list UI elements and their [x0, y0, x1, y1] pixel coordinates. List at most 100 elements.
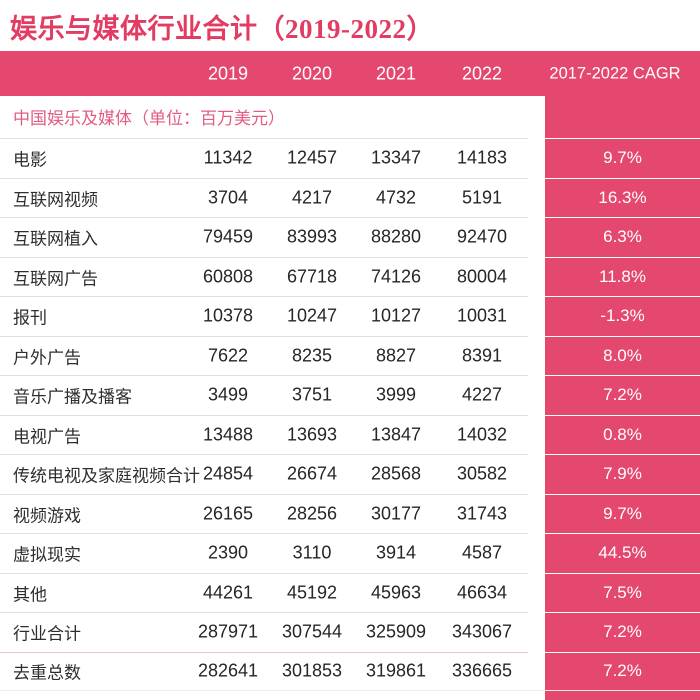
table-row: 传统电视及家庭视频合计 24854 26674 28568 30582 7.9%: [0, 454, 700, 494]
row-label: 报刊: [13, 308, 47, 328]
cell-value-2022: 5191: [461, 187, 503, 208]
cell-value-2021: 45963: [370, 582, 422, 603]
cell-cagr: 6.3%: [603, 227, 642, 247]
row-label: 互联网植入: [13, 229, 98, 249]
separator-mask: [528, 651, 700, 653]
separator-mask: [528, 414, 700, 416]
row-label: 视频游戏: [13, 506, 81, 526]
cell-value-2019: 2390: [207, 542, 249, 563]
cell-cagr: 11.8%: [599, 266, 646, 286]
row-label: 互联网广告: [13, 269, 98, 289]
column-header-cagr: 2017-2022 CAGR: [549, 64, 681, 82]
table-row: 去重总数 282641 301853 319861 336665 7.2%: [0, 651, 700, 691]
separator-mask: [528, 454, 700, 455]
separator-mask: [528, 177, 700, 179]
cell-value-2020: 307544: [281, 621, 343, 642]
cell-value-2020: 3110: [292, 542, 332, 563]
cell-value-2019: 7622: [207, 345, 249, 366]
cell-value-2020: 4217: [291, 187, 333, 208]
cell-value-2021: 13347: [370, 147, 422, 168]
table-subtitle: 中国娱乐及媒体（单位：百万美元）: [13, 109, 285, 128]
cell-value-2022: 92470: [456, 226, 508, 247]
table-row: 虚拟现实 2390 3110 3914 4587 44.5%: [0, 533, 700, 573]
cell-value-2022: 4587: [461, 542, 503, 563]
cell-value-2019: 3704: [207, 187, 249, 208]
separator-mask: [528, 572, 700, 574]
table-row: 报刊 10378 10247 10127 10031 -1.3%: [0, 296, 700, 336]
row-label: 户外广告: [13, 348, 81, 368]
cell-value-2019: 26165: [202, 503, 254, 524]
cell-value-2021: 74126: [370, 266, 422, 287]
table-row: 电视广告 13488 13693 13847 14032 0.8%: [0, 414, 700, 455]
cell-value-2020: 12457: [286, 147, 338, 168]
table-row: 互联网视频 3704 4217 4732 5191 16.3%: [0, 177, 700, 218]
table-row: 音乐广播及播客 3499 3751 3999 4227 7.2%: [0, 375, 700, 415]
cell-value-2021: 3914: [375, 542, 417, 563]
row-label: 电视广告: [13, 427, 81, 447]
table-header-bar: 2019 2020 2021 2022 2017-2022 CAGR: [0, 51, 700, 96]
cell-cagr: 9.7%: [603, 148, 642, 168]
table-row: 其他 44261 45192 45963 46634 7.5%: [0, 572, 700, 613]
cell-value-2020: 301853: [281, 660, 343, 681]
cell-cagr: 7.2%: [603, 661, 642, 681]
cell-value-2022: 30582: [456, 463, 508, 484]
cell-value-2020: 8235: [291, 345, 333, 366]
cell-value-2022: 336665: [451, 660, 513, 681]
column-header-2019: 2019: [207, 63, 249, 83]
cell-value-2022: 8391: [461, 345, 503, 366]
cell-value-2020: 67718: [286, 266, 338, 287]
cell-value-2022: 46634: [456, 582, 508, 603]
table-row: 户外广告 7622 8235 8827 8391 8.0%: [0, 335, 700, 376]
separator-mask: [528, 493, 700, 495]
cell-value-2022: 80004: [456, 266, 508, 287]
cell-cagr: 7.2%: [603, 385, 642, 405]
cell-cagr: 9.7%: [603, 503, 642, 523]
cell-value-2020: 28256: [286, 503, 338, 524]
cell-cagr: 16.3%: [598, 187, 647, 207]
row-label: 行业合计: [13, 624, 81, 644]
row-label: 电影: [13, 150, 47, 170]
cell-value-2020: 10247: [286, 305, 338, 326]
cell-value-2021: 4732: [375, 187, 417, 208]
cell-value-2021: 325909: [365, 621, 427, 642]
cell-value-2019: 282641: [197, 660, 259, 681]
row-label: 去重总数: [13, 663, 81, 683]
cell-value-2021: 28568: [370, 463, 422, 484]
cell-value-2021: 88280: [370, 226, 422, 247]
separator-mask: [528, 335, 700, 337]
column-header-2021: 2021: [375, 63, 417, 83]
column-header-2022: 2022: [461, 63, 503, 83]
cell-value-2022: 14032: [456, 424, 508, 445]
cell-value-2020: 83993: [286, 226, 338, 247]
row-label: 音乐广播及播客: [13, 387, 132, 407]
cell-cagr: 7.5%: [603, 582, 642, 602]
cell-value-2022: 14183: [456, 147, 508, 168]
cell-value-2021: 13847: [370, 424, 422, 445]
cell-value-2019: 60808: [202, 266, 254, 287]
row-label: 虚拟现实: [13, 545, 81, 565]
cell-cagr: 7.9%: [603, 464, 642, 484]
cell-cagr: -1.3%: [600, 306, 645, 326]
column-header-2020: 2020: [291, 63, 333, 83]
row-label: 互联网视频: [13, 190, 98, 210]
cell-value-2020: 45192: [286, 582, 338, 603]
separator-mask: [528, 138, 700, 139]
row-label: 传统电视及家庭视频合计: [13, 466, 200, 486]
cell-value-2021: 3999: [375, 384, 417, 405]
cell-value-2019: 79459: [202, 226, 254, 247]
separator-mask: [528, 296, 700, 297]
cell-cagr: 8.0%: [603, 345, 642, 365]
cell-value-2020: 26674: [286, 463, 338, 484]
cell-value-2019: 10378: [202, 305, 254, 326]
table-body: 电影 11342 12457 13347 14183 9.7% 互联网视频 3704 4217 4…: [0, 138, 700, 691]
separator-mask: [528, 612, 700, 613]
separator-mask: [528, 375, 700, 376]
separator-mask: [528, 533, 700, 534]
cell-value-2022: 31743: [456, 503, 508, 524]
separator-mask: [528, 256, 700, 258]
cell-value-2019: 13488: [202, 424, 254, 445]
cell-value-2022: 343067: [451, 621, 513, 642]
cell-value-2019: 11342: [203, 147, 253, 168]
cell-cagr: 0.8%: [603, 424, 642, 444]
